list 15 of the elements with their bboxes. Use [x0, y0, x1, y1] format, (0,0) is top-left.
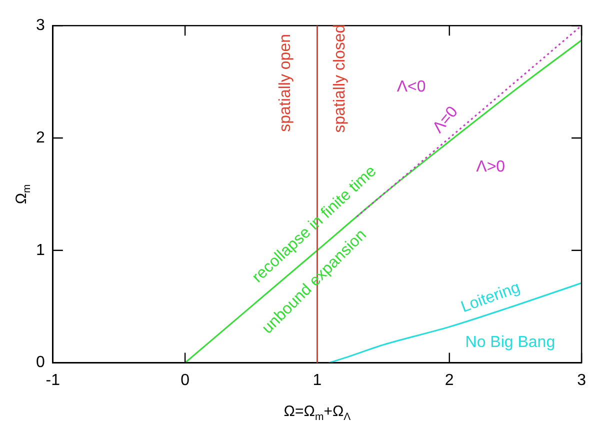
annotation: spatially closed [331, 24, 348, 133]
y-tick-label: 3 [36, 17, 45, 34]
x-tick-label: -1 [46, 372, 60, 389]
y-tick-label: 2 [36, 129, 45, 146]
y-tick-label: 1 [36, 242, 45, 259]
annotation: Λ>0 [476, 158, 506, 176]
annotation: spatially open [276, 34, 294, 132]
y-tick-label: 0 [36, 354, 45, 372]
x-tick-label: 2 [444, 372, 454, 389]
y-axis-title: Ωm [13, 184, 34, 204]
x-tick-label: 3 [577, 372, 586, 389]
annotation: Λ<0 [396, 78, 426, 96]
x-tick-label: 0 [180, 372, 190, 389]
annotation: No Big Bang [465, 334, 556, 351]
x-tick-label: 1 [312, 372, 322, 389]
